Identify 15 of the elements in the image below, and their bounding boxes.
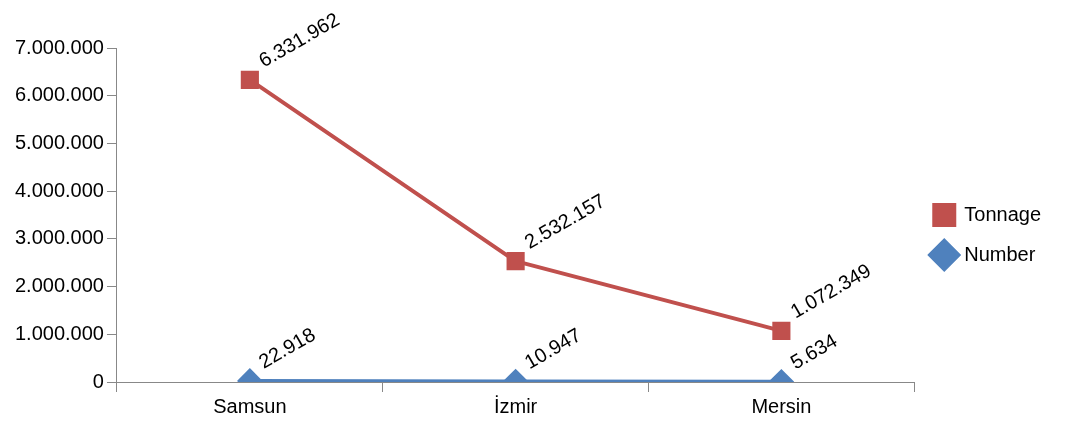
x-tick-label: Mersin [751,394,812,417]
legend-label: Tonnage [964,202,1042,225]
y-tick-label: 2.000.000 [14,274,104,297]
data-label: 5.634 [786,329,841,374]
point [240,70,259,89]
x-tick-label: İzmir [493,394,538,417]
y-tick-label: 1.000.000 [14,321,104,344]
y-tick-label: 0 [92,369,104,392]
y-tick-label: 3.000.000 [14,226,104,249]
x-tick-label: Samsun [213,394,287,417]
y-tick-label: 7.000.000 [14,35,104,58]
y-tick-label: 5.000.000 [14,130,104,153]
y-tick-label: 6.000.000 [14,83,104,106]
legend-label: Number [964,242,1036,265]
y-tick-label: 4.000.000 [14,178,104,201]
